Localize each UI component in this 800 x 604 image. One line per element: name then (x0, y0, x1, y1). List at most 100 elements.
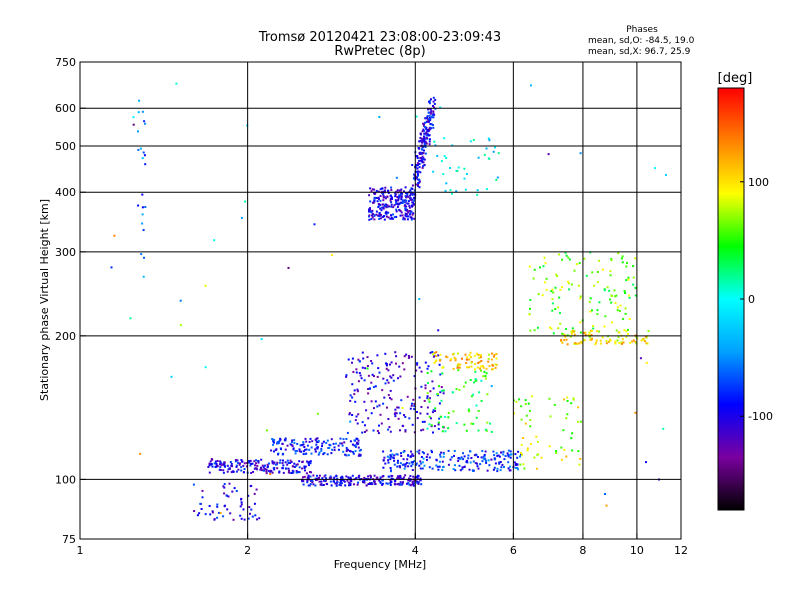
data-point (559, 288, 562, 291)
data-point (507, 461, 510, 464)
data-point (110, 266, 113, 269)
data-point (384, 197, 387, 200)
data-point (230, 471, 233, 474)
data-point (325, 482, 328, 485)
data-point (346, 431, 349, 434)
data-point (496, 176, 499, 179)
data-point (583, 331, 586, 334)
data-point (596, 281, 599, 284)
data-point (222, 515, 225, 518)
data-point (415, 177, 418, 180)
data-point (454, 359, 457, 362)
data-point (302, 453, 305, 456)
data-point (494, 462, 497, 465)
data-point (370, 218, 373, 220)
data-point (390, 398, 393, 401)
data-point (349, 476, 352, 479)
data-point (394, 195, 397, 198)
data-point (419, 171, 422, 174)
data-point (354, 450, 357, 453)
data-point (401, 424, 404, 427)
data-point (314, 438, 317, 441)
data-point (579, 295, 582, 298)
data-point (373, 481, 376, 484)
data-point (468, 358, 471, 361)
data-point (405, 192, 407, 195)
data-point (396, 477, 399, 480)
data-point (415, 463, 417, 466)
data-point (431, 451, 433, 454)
data-point (366, 367, 369, 370)
data-point (293, 462, 296, 465)
data-point (362, 357, 365, 360)
data-point (632, 276, 635, 279)
data-point (229, 461, 232, 463)
data-point (400, 483, 403, 486)
data-point (421, 130, 424, 133)
data-point (417, 170, 420, 173)
data-point (249, 459, 252, 462)
data-point (433, 361, 436, 364)
data-point (441, 366, 444, 369)
data-point (509, 469, 512, 472)
data-point (457, 352, 459, 355)
data-point (428, 456, 431, 459)
data-point (570, 283, 573, 286)
data-point (403, 414, 405, 417)
data-point (423, 123, 425, 126)
data-point (305, 472, 308, 475)
data-point (389, 454, 392, 457)
data-point (304, 469, 306, 472)
data-point (645, 361, 648, 364)
data-point (223, 464, 226, 467)
data-point (465, 173, 468, 175)
data-point (578, 463, 581, 466)
data-point (419, 136, 422, 139)
data-point (547, 153, 550, 156)
data-point (144, 122, 147, 125)
data-point (463, 455, 466, 458)
data-point (292, 447, 295, 450)
data-point (414, 183, 417, 186)
data-point (276, 461, 279, 464)
data-point (432, 126, 435, 129)
data-point (555, 450, 558, 453)
data-point (365, 477, 367, 480)
data-point (376, 405, 379, 408)
data-point (304, 453, 307, 455)
data-point (355, 415, 358, 418)
data-point (276, 467, 279, 470)
data-point (423, 142, 426, 145)
data-point (419, 412, 422, 415)
data-point (302, 441, 305, 444)
data-point (317, 476, 320, 479)
data-point (260, 458, 263, 461)
data-point (406, 191, 409, 194)
data-point (255, 488, 258, 491)
data-point (273, 438, 276, 441)
data-point (349, 420, 352, 423)
data-point (434, 407, 437, 410)
data-point (488, 139, 491, 142)
data-point (481, 460, 484, 463)
data-point (386, 406, 388, 409)
data-point (286, 444, 289, 447)
data-point (662, 427, 665, 430)
data-point (351, 357, 354, 360)
data-point (479, 356, 482, 359)
data-point (507, 455, 510, 458)
data-point (373, 218, 376, 221)
data-point (562, 429, 565, 432)
data-point (293, 439, 296, 442)
data-point (597, 271, 599, 273)
data-point (284, 461, 287, 464)
data-point (415, 462, 418, 465)
data-point (491, 352, 493, 355)
data-point (390, 361, 393, 364)
data-point (411, 463, 414, 466)
data-point (463, 177, 466, 180)
data-point (395, 362, 397, 365)
data-point (400, 455, 403, 457)
data-point (455, 422, 458, 425)
data-point (267, 465, 269, 468)
